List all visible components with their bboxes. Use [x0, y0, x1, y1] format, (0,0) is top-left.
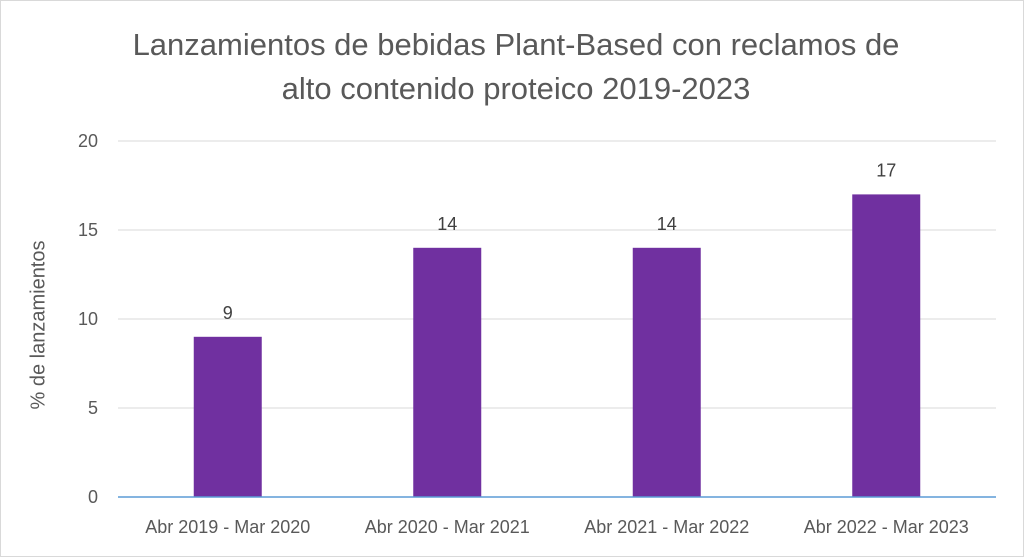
data-label: 14 — [437, 214, 457, 234]
bar — [852, 194, 921, 497]
data-label: 17 — [876, 160, 896, 180]
y-tick-label: 10 — [78, 309, 98, 329]
chart-title: Lanzamientos de bebidas Plant-Based con … — [71, 23, 961, 111]
bar — [632, 247, 701, 497]
y-tick-label: 15 — [78, 220, 98, 240]
y-tick-label: 5 — [88, 398, 98, 418]
x-tick-label: Abr 2019 - Mar 2020 — [145, 517, 310, 537]
bar — [193, 336, 262, 497]
data-label: 9 — [223, 303, 233, 323]
y-tick-label: 20 — [78, 131, 98, 151]
y-tick-label: 0 — [88, 487, 98, 507]
x-tick-label: Abr 2022 - Mar 2023 — [804, 517, 969, 537]
chart-title-line-2: alto contenido proteico 2019-2023 — [281, 71, 751, 106]
x-tick-label: Abr 2020 - Mar 2021 — [365, 517, 530, 537]
data-label: 14 — [657, 214, 677, 234]
x-tick-label: Abr 2021 - Mar 2022 — [584, 517, 749, 537]
bar — [413, 247, 482, 497]
chart-title-line-1: Lanzamientos de bebidas Plant-Based con … — [132, 27, 900, 62]
